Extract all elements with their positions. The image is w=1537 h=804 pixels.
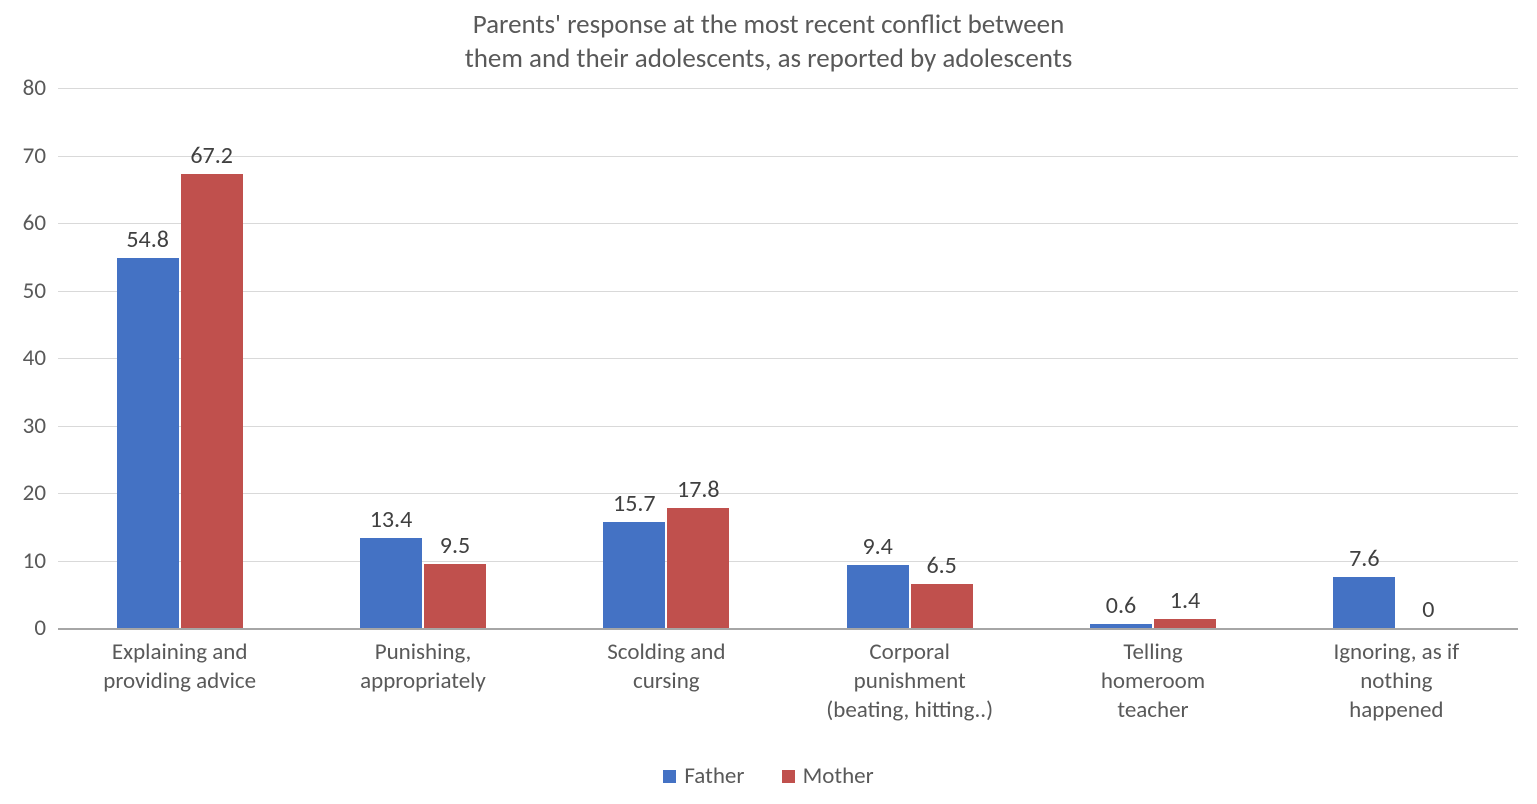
x-category-label: Tellinghomeroomteacher bbox=[1031, 628, 1274, 724]
category-group: 9.46.5Corporalpunishment(beating, hittin… bbox=[788, 88, 1031, 628]
bar-father bbox=[117, 258, 179, 628]
category-group: 15.717.8Scolding andcursing bbox=[545, 88, 788, 628]
bar-father bbox=[603, 522, 665, 628]
legend-label-father: Father bbox=[684, 762, 744, 790]
bar-value-label: 67.2 bbox=[190, 141, 233, 170]
y-tick-label: 30 bbox=[23, 412, 58, 440]
y-tick-label: 20 bbox=[23, 479, 58, 507]
chart-title-line2: them and their adolescents, as reported … bbox=[465, 42, 1073, 75]
legend-swatch-mother bbox=[782, 770, 795, 783]
y-tick-label: 60 bbox=[23, 209, 58, 237]
legend-swatch-father bbox=[663, 770, 676, 783]
legend-label-mother: Mother bbox=[803, 762, 874, 790]
bar-mother bbox=[1154, 619, 1216, 628]
y-tick-label: 50 bbox=[23, 277, 58, 305]
chart-title: Parents' response at the most recent con… bbox=[0, 8, 1537, 76]
y-tick-label: 10 bbox=[23, 547, 58, 575]
bar-value-label: 17.8 bbox=[677, 475, 720, 504]
bar-value-label: 0 bbox=[1422, 595, 1434, 624]
y-tick-label: 80 bbox=[23, 74, 58, 102]
category-group: 54.867.2Explaining andproviding advice bbox=[58, 88, 301, 628]
bar-mother bbox=[667, 508, 729, 628]
category-group: 0.61.4Tellinghomeroomteacher bbox=[1031, 88, 1274, 628]
bar-value-label: 1.4 bbox=[1170, 586, 1200, 615]
legend-item-father: Father bbox=[663, 762, 744, 790]
bar-chart: Parents' response at the most recent con… bbox=[0, 0, 1537, 804]
bar-father bbox=[847, 565, 909, 628]
x-category-label: Scolding andcursing bbox=[545, 628, 788, 696]
bar-value-label: 7.6 bbox=[1349, 544, 1379, 573]
legend: Father Mother bbox=[0, 762, 1537, 791]
bar-mother bbox=[911, 584, 973, 628]
plot-area: 0102030405060708054.867.2Explaining andp… bbox=[58, 88, 1518, 628]
category-group: 13.49.5Punishing,appropriately bbox=[301, 88, 544, 628]
bar-value-label: 9.5 bbox=[440, 531, 470, 560]
legend-item-mother: Mother bbox=[782, 762, 874, 790]
bar-value-label: 15.7 bbox=[613, 489, 656, 518]
y-tick-label: 40 bbox=[23, 344, 58, 372]
y-tick-label: 70 bbox=[23, 142, 58, 170]
bar-mother bbox=[181, 174, 243, 628]
bar-value-label: 54.8 bbox=[126, 225, 169, 254]
x-category-label: Corporalpunishment(beating, hitting..) bbox=[788, 628, 1031, 724]
bar-father bbox=[360, 538, 422, 628]
bar-father bbox=[1333, 577, 1395, 628]
bar-value-label: 6.5 bbox=[926, 551, 956, 580]
bar-value-label: 0.6 bbox=[1106, 591, 1136, 620]
bar-value-label: 13.4 bbox=[370, 505, 413, 534]
category-group: 7.60Ignoring, as ifnothinghappened bbox=[1275, 88, 1518, 628]
x-category-label: Explaining andproviding advice bbox=[58, 628, 301, 696]
bar-value-label: 9.4 bbox=[862, 532, 892, 561]
chart-title-line1: Parents' response at the most recent con… bbox=[473, 8, 1065, 41]
y-tick-label: 0 bbox=[34, 614, 58, 642]
x-category-label: Ignoring, as ifnothinghappened bbox=[1275, 628, 1518, 724]
bar-mother bbox=[424, 564, 486, 628]
x-category-label: Punishing,appropriately bbox=[301, 628, 544, 696]
